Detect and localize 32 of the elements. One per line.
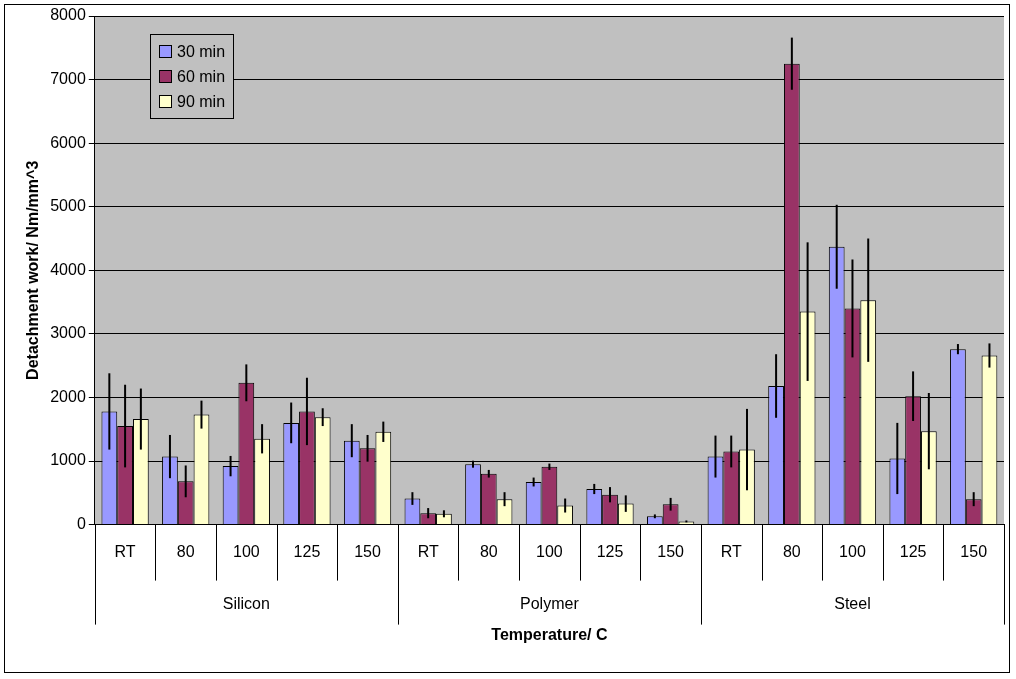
x-tick-label: 150 bbox=[354, 542, 381, 560]
y-tick-label: 2000 bbox=[50, 387, 86, 405]
x-tick-label: 125 bbox=[293, 542, 321, 560]
x-tick-label: 100 bbox=[536, 542, 563, 560]
y-tick-label: 0 bbox=[76, 515, 86, 533]
x-tick-label: RT bbox=[720, 542, 742, 560]
text: Steel bbox=[834, 595, 871, 613]
x-tick-label: 80 bbox=[782, 542, 801, 560]
x-tick-label: RT bbox=[114, 542, 136, 560]
legend-label: 60 min bbox=[176, 67, 226, 87]
y-tick-label: 8000 bbox=[50, 6, 86, 24]
x-tick-label: 80 bbox=[176, 542, 195, 560]
x-tick-label: 100 bbox=[232, 542, 260, 560]
x-tick-label: 80 bbox=[479, 542, 498, 560]
text: Silicon bbox=[222, 595, 270, 613]
legend-label: 90 min bbox=[176, 92, 226, 112]
y-tick-label: 5000 bbox=[50, 197, 86, 215]
y-tick-label: 4000 bbox=[50, 260, 86, 278]
text: Polymer bbox=[520, 595, 580, 613]
x-tick-label: 150 bbox=[657, 542, 685, 560]
y-axis-title: Detachment work/ Nm/mm^3 bbox=[24, 160, 42, 380]
x-axis-title: Temperature/ C bbox=[491, 625, 608, 643]
y-tick-label: 3000 bbox=[50, 324, 86, 342]
y-tick-label: 1000 bbox=[50, 451, 86, 469]
y-tick-label: 7000 bbox=[50, 69, 86, 87]
x-tick-label: 100 bbox=[839, 542, 866, 560]
legend-label: 30 min bbox=[176, 42, 226, 62]
y-tick-label: 6000 bbox=[50, 133, 86, 151]
x-tick-label: RT bbox=[417, 542, 439, 560]
x-tick-label: 150 bbox=[960, 542, 988, 560]
x-tick-label: 125 bbox=[899, 542, 927, 560]
x-tick-label: 125 bbox=[596, 542, 624, 560]
